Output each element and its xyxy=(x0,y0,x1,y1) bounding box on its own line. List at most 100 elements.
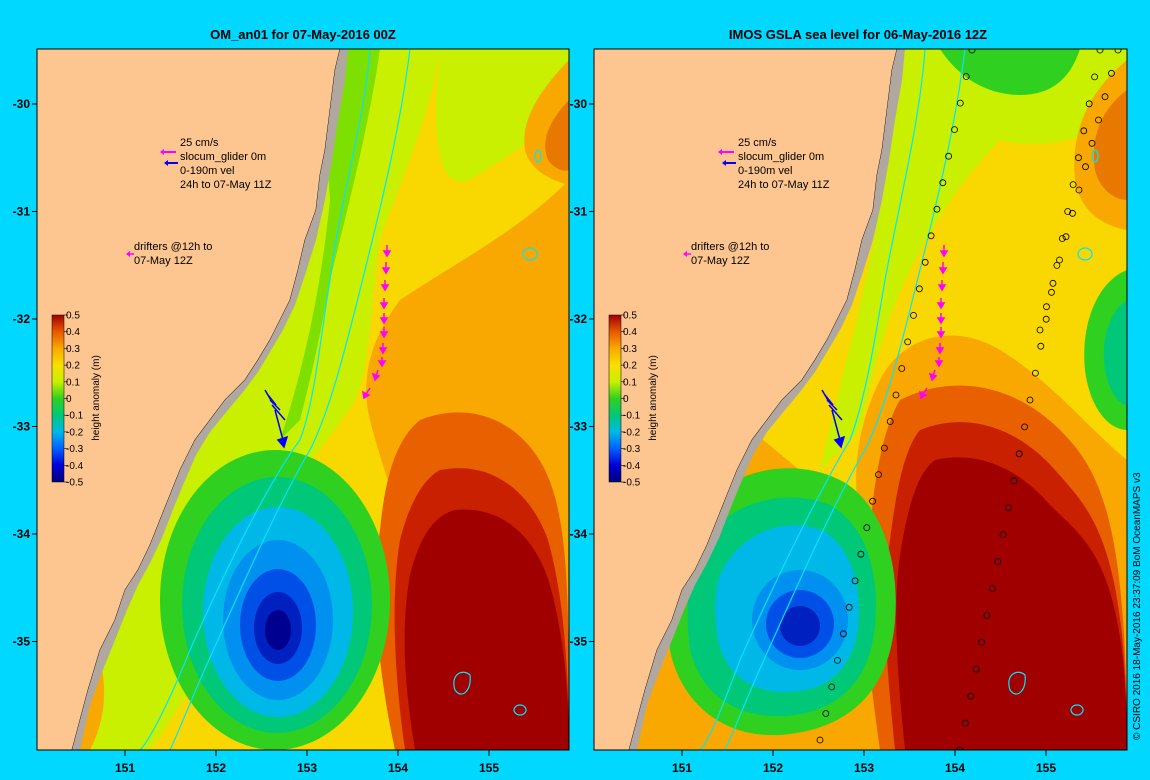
altimetry-point xyxy=(967,692,975,700)
altimetry-point xyxy=(1015,450,1023,458)
left-legend-glider: slocum_glider 0m xyxy=(180,151,266,163)
altimetry-point xyxy=(1005,504,1012,512)
left-glider-arrowhead xyxy=(276,435,289,449)
right-lat-axis: -30 -31 -32 -33 -34 -35 xyxy=(570,97,594,649)
altimetry-point xyxy=(1114,49,1122,54)
right-east-teal xyxy=(1103,300,1127,405)
altimetry-point xyxy=(1049,279,1057,287)
altimetry-point xyxy=(1095,116,1102,124)
altimetry-point xyxy=(880,444,888,452)
left-lon-axis: 151 152 153 154 155 xyxy=(115,750,499,775)
right-colorbar-title: height anomaly (m) xyxy=(648,355,659,441)
altimetry-point xyxy=(1032,369,1039,377)
right-warm-eddy-core xyxy=(896,457,1127,750)
right-colorbar-ticks: 0.5 0.4 0.3 0.2 0.1 0 -0.1 -0.2 -0.3 -0.4 -0.5 xyxy=(621,311,641,489)
right-glider-track xyxy=(821,389,846,449)
altimetry-point xyxy=(851,577,859,585)
altimetry-point xyxy=(828,683,836,691)
altimetry-point xyxy=(1101,93,1109,101)
altimetry-point xyxy=(1082,163,1089,171)
right-shelf-edge xyxy=(629,49,905,750)
right-colorbar: 0.5 0.4 0.3 0.2 0.1 0 -0.1 -0.2 -0.3 -0.4 -0.5 hei… xyxy=(608,311,659,489)
lon-tick-label: 155 xyxy=(1036,761,1056,775)
colorbar-tick-label: 0.4 xyxy=(66,327,80,338)
colorbar-tick-label: -0.1 xyxy=(623,411,641,422)
altimetry-point xyxy=(904,338,912,346)
lon-tick-label: 155 xyxy=(479,761,499,775)
altimetry-point xyxy=(857,550,865,558)
left-isobaths xyxy=(139,49,542,750)
altimetry-point xyxy=(910,311,917,319)
lat-tick-label: -30 xyxy=(570,97,588,111)
lat-tick-label: -32 xyxy=(570,312,588,326)
lat-tick-label: -34 xyxy=(570,527,588,541)
altimetry-point xyxy=(1085,100,1093,108)
left-warm-eddy-core xyxy=(404,509,569,750)
left-map-frame xyxy=(36,48,570,751)
colorbar-tick-label: 0 xyxy=(66,394,72,405)
left-isobath-loop-2 xyxy=(453,671,471,695)
altimetry-point xyxy=(1064,208,1072,215)
altimetry-point xyxy=(834,657,841,664)
colorbar-tick-label: -0.5 xyxy=(623,478,641,489)
right-drifter-vectors xyxy=(919,245,949,400)
colorbar-tick-label: 0.4 xyxy=(623,327,637,338)
left-isobath-loop-1 xyxy=(522,247,538,261)
lon-tick-label: 153 xyxy=(297,761,317,775)
altimetry-point xyxy=(956,746,964,750)
lat-tick-label: -34 xyxy=(13,527,31,541)
left-legend-drifters-2: 07-May 12Z xyxy=(134,255,193,267)
left-map xyxy=(37,49,569,750)
altimetry-point xyxy=(951,126,958,134)
altimetry-point xyxy=(886,418,894,425)
lon-tick-label: 152 xyxy=(206,761,226,775)
altimetry-point xyxy=(892,391,900,399)
lat-tick-label: -33 xyxy=(13,420,31,434)
left-isobath-loop-3 xyxy=(513,704,527,716)
altimetry-point xyxy=(1075,154,1082,162)
altimetry-point xyxy=(1043,303,1050,311)
colorbar-tick-label: 0.2 xyxy=(66,361,80,372)
altimetry-point xyxy=(1088,139,1096,147)
left-legend: 25 cm/s slocum_glider 0m 0-190m vel 24h … xyxy=(126,137,272,267)
right-isobath-loop-1 xyxy=(1077,247,1093,261)
altimetry-point xyxy=(1062,233,1070,241)
left-colorbar: 0.5 0.4 0.3 0.2 0.1 0 -0.1 -0.2 -0.3 -0.4 -0.5 hei… xyxy=(51,311,102,489)
right-ne-darkorange xyxy=(1093,90,1127,200)
lat-tick-label: -35 xyxy=(13,635,31,649)
right-isobaths xyxy=(699,49,1099,750)
altimetry-point xyxy=(869,497,876,505)
right-isobath-loop-4 xyxy=(1091,149,1099,163)
colorbar-tick-label: 0 xyxy=(623,394,629,405)
altimetry-point xyxy=(916,285,923,293)
left-shelf-edge xyxy=(72,49,348,750)
right-isobath-loop-2 xyxy=(1008,671,1026,695)
left-legend-drifters-1: drifters @12h to xyxy=(134,241,212,253)
right-legend-vel: 0-190m vel xyxy=(738,165,792,177)
altimetry-point xyxy=(972,665,980,673)
altimetry-point xyxy=(921,258,929,266)
left-lat-axis: -30 -31 -32 -33 -34 -35 xyxy=(13,97,37,649)
right-glider-arrowhead xyxy=(833,435,846,449)
altimetry-point xyxy=(1026,396,1034,404)
colorbar-tick-label: -0.5 xyxy=(66,478,84,489)
colorbar-tick-label: -0.2 xyxy=(623,427,641,438)
colorbar-tick-label: 0.3 xyxy=(623,344,637,355)
left-ne-green xyxy=(436,49,569,182)
altimetry-point xyxy=(1096,49,1104,54)
altimetry-point xyxy=(875,471,882,479)
lat-tick-label: -33 xyxy=(570,420,588,434)
left-isobath-loop-4 xyxy=(534,149,542,163)
altimetry-point xyxy=(1058,235,1066,242)
colorbar-tick-label: -0.2 xyxy=(66,427,84,438)
lon-tick-label: 152 xyxy=(763,761,783,775)
altimetry-point xyxy=(822,710,830,717)
altimetry-point xyxy=(1108,69,1115,77)
lat-tick-label: -31 xyxy=(13,205,31,219)
right-legend: 25 cm/s slocum_glider 0m 0-190m vel 24h … xyxy=(683,137,830,267)
left-colorbar-ticks: 0.5 0.4 0.3 0.2 0.1 0 -0.1 -0.2 -0.3 -0.4 -0.5 xyxy=(64,311,84,489)
altimetry-point xyxy=(863,524,871,532)
altimetry-point xyxy=(994,558,1002,565)
colorbar-tick-label: 0.2 xyxy=(623,361,637,372)
left-colorbar-title: height anomaly (m) xyxy=(91,355,102,441)
